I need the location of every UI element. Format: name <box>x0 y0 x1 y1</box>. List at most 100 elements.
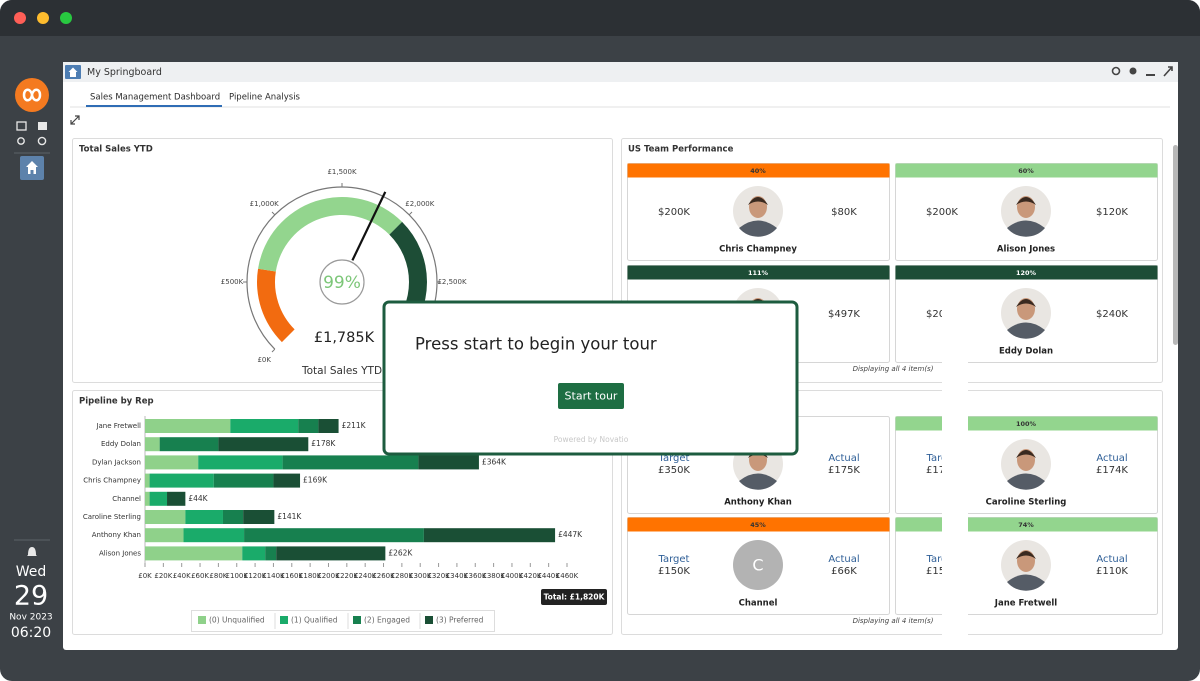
card-percent: 45% <box>750 521 766 529</box>
logo-mark <box>22 88 42 102</box>
start-tour-button[interactable] <box>558 383 624 409</box>
y-tick-label: Eddy Dolan <box>101 440 141 448</box>
y-tick-label: Channel <box>112 495 141 503</box>
fullscreen-icon[interactable] <box>70 115 80 125</box>
avatar-shoulders <box>739 473 777 490</box>
settings-icon[interactable] <box>1129 67 1137 75</box>
legend-label: (3) Preferred <box>436 616 484 625</box>
card-header <box>627 265 890 280</box>
expand-icon[interactable] <box>1163 66 1173 77</box>
avatar-shoulders <box>1007 574 1045 591</box>
x-tick-label: £40K <box>173 572 191 580</box>
card-name: Channel <box>739 599 778 609</box>
x-tick-label: £420K <box>519 572 542 580</box>
card-header <box>627 163 890 178</box>
bar-segment <box>243 510 275 524</box>
list-footer: Displaying all 4 item(s) <box>853 365 934 373</box>
card-target-label: Target <box>926 554 958 565</box>
day: 29 <box>14 581 48 612</box>
card-name: Eddy Dolan <box>999 347 1053 357</box>
list-footer: Displaying all 4 item(s) <box>853 617 934 625</box>
avatar <box>733 540 783 590</box>
card-percent: 60% <box>1018 167 1034 175</box>
gauge-needle <box>351 191 387 261</box>
x-tick-label: £120K <box>244 572 267 580</box>
legend-swatch <box>198 616 206 624</box>
icon-grid[interactable] <box>38 122 47 130</box>
scrollbar-thumb[interactable] <box>1173 145 1178 345</box>
bar-total-label: £44K <box>188 494 208 503</box>
icon-search[interactable] <box>17 137 25 145</box>
zoom-button[interactable] <box>60 12 72 24</box>
bar-segment <box>423 528 556 543</box>
avatar-hair <box>1016 299 1036 307</box>
tab-active[interactable]: Sales Management Dashboard <box>90 93 220 103</box>
y-tick-label: Anthony Khan <box>92 531 141 539</box>
x-tick-label: £80K <box>209 572 227 580</box>
gauge-tick-label: £1,500K <box>327 168 356 176</box>
avatar-hair <box>748 197 768 205</box>
gauge-tick <box>271 348 276 353</box>
tab[interactable]: Pipeline Analysis <box>229 93 301 103</box>
avatar-initial: C <box>752 556 763 575</box>
close-button[interactable] <box>14 12 26 24</box>
y-tick-label: Alison Jones <box>99 549 141 557</box>
gauge-tick-label: £0K <box>257 356 271 364</box>
legend-label: (0) Unqualified <box>209 616 265 625</box>
card-target-label: Target <box>658 554 690 565</box>
x-tick-label: £0K <box>138 572 152 580</box>
bar-segment <box>145 455 199 470</box>
gauge-tick-label: £500K <box>221 278 244 286</box>
legend-box <box>191 610 495 632</box>
card-left-value: $200K <box>658 207 690 218</box>
tour-footer: Powered by Novatio <box>554 435 629 444</box>
card-header <box>627 517 890 532</box>
card-actual-value: £66K <box>831 566 857 577</box>
refresh-icon[interactable] <box>1111 66 1121 76</box>
notification-bell[interactable] <box>27 547 37 556</box>
modal-box <box>382 300 799 456</box>
bar-segment <box>145 437 160 452</box>
card-actual-label: Actual <box>1096 554 1127 565</box>
x-tick-label: £200K <box>317 572 340 580</box>
avatar-hair <box>1016 551 1036 559</box>
grand-total-label: Total: £1,820K <box>544 593 606 602</box>
y-tick-label: Dylan Jackson <box>92 458 141 466</box>
time: 06:20 <box>11 625 51 641</box>
bar-segment <box>242 546 266 561</box>
x-tick-label: £240K <box>354 572 377 580</box>
bar-segment <box>145 546 243 561</box>
gauge-center <box>319 259 365 305</box>
bar-total-label: £211K <box>342 421 367 430</box>
card-name: Chris Champney <box>719 245 797 255</box>
legend-swatch <box>280 616 288 624</box>
minimize-button[interactable] <box>37 12 49 24</box>
gauge-percent: 99% <box>323 273 361 293</box>
gauge-tick <box>271 211 276 216</box>
window-title: My Springboard <box>87 67 162 78</box>
bar-segment <box>145 419 231 433</box>
gauge-value: £1,785K <box>314 330 375 346</box>
title-bar <box>0 0 1200 36</box>
avatar-shoulders <box>1007 322 1045 339</box>
panel-title: Total Sales YTD <box>79 145 153 155</box>
card-name: Caroline Sterling <box>986 498 1067 508</box>
x-tick-label: £160K <box>281 572 304 580</box>
bar-total-label: £178K <box>311 439 336 448</box>
card-actual-label: Actual <box>828 554 859 565</box>
card-target-value: £350K <box>658 465 690 476</box>
icon-screen[interactable] <box>16 121 27 131</box>
card-target-label: Target <box>658 453 690 464</box>
gauge-tick-label: £2,000K <box>405 200 434 208</box>
card-target-value: £150K <box>658 566 690 577</box>
bar-segment <box>222 510 244 524</box>
avatar-hair <box>1016 197 1036 205</box>
x-tick-label: £220K <box>336 572 359 580</box>
icon-clock[interactable] <box>37 136 47 146</box>
x-tick-label: £280K <box>391 572 414 580</box>
card-target-label: Target <box>926 453 958 464</box>
card-name: Anthony Khan <box>724 498 792 508</box>
start-tour-label: Start tour <box>565 390 618 403</box>
x-tick-label: £300K <box>409 572 432 580</box>
